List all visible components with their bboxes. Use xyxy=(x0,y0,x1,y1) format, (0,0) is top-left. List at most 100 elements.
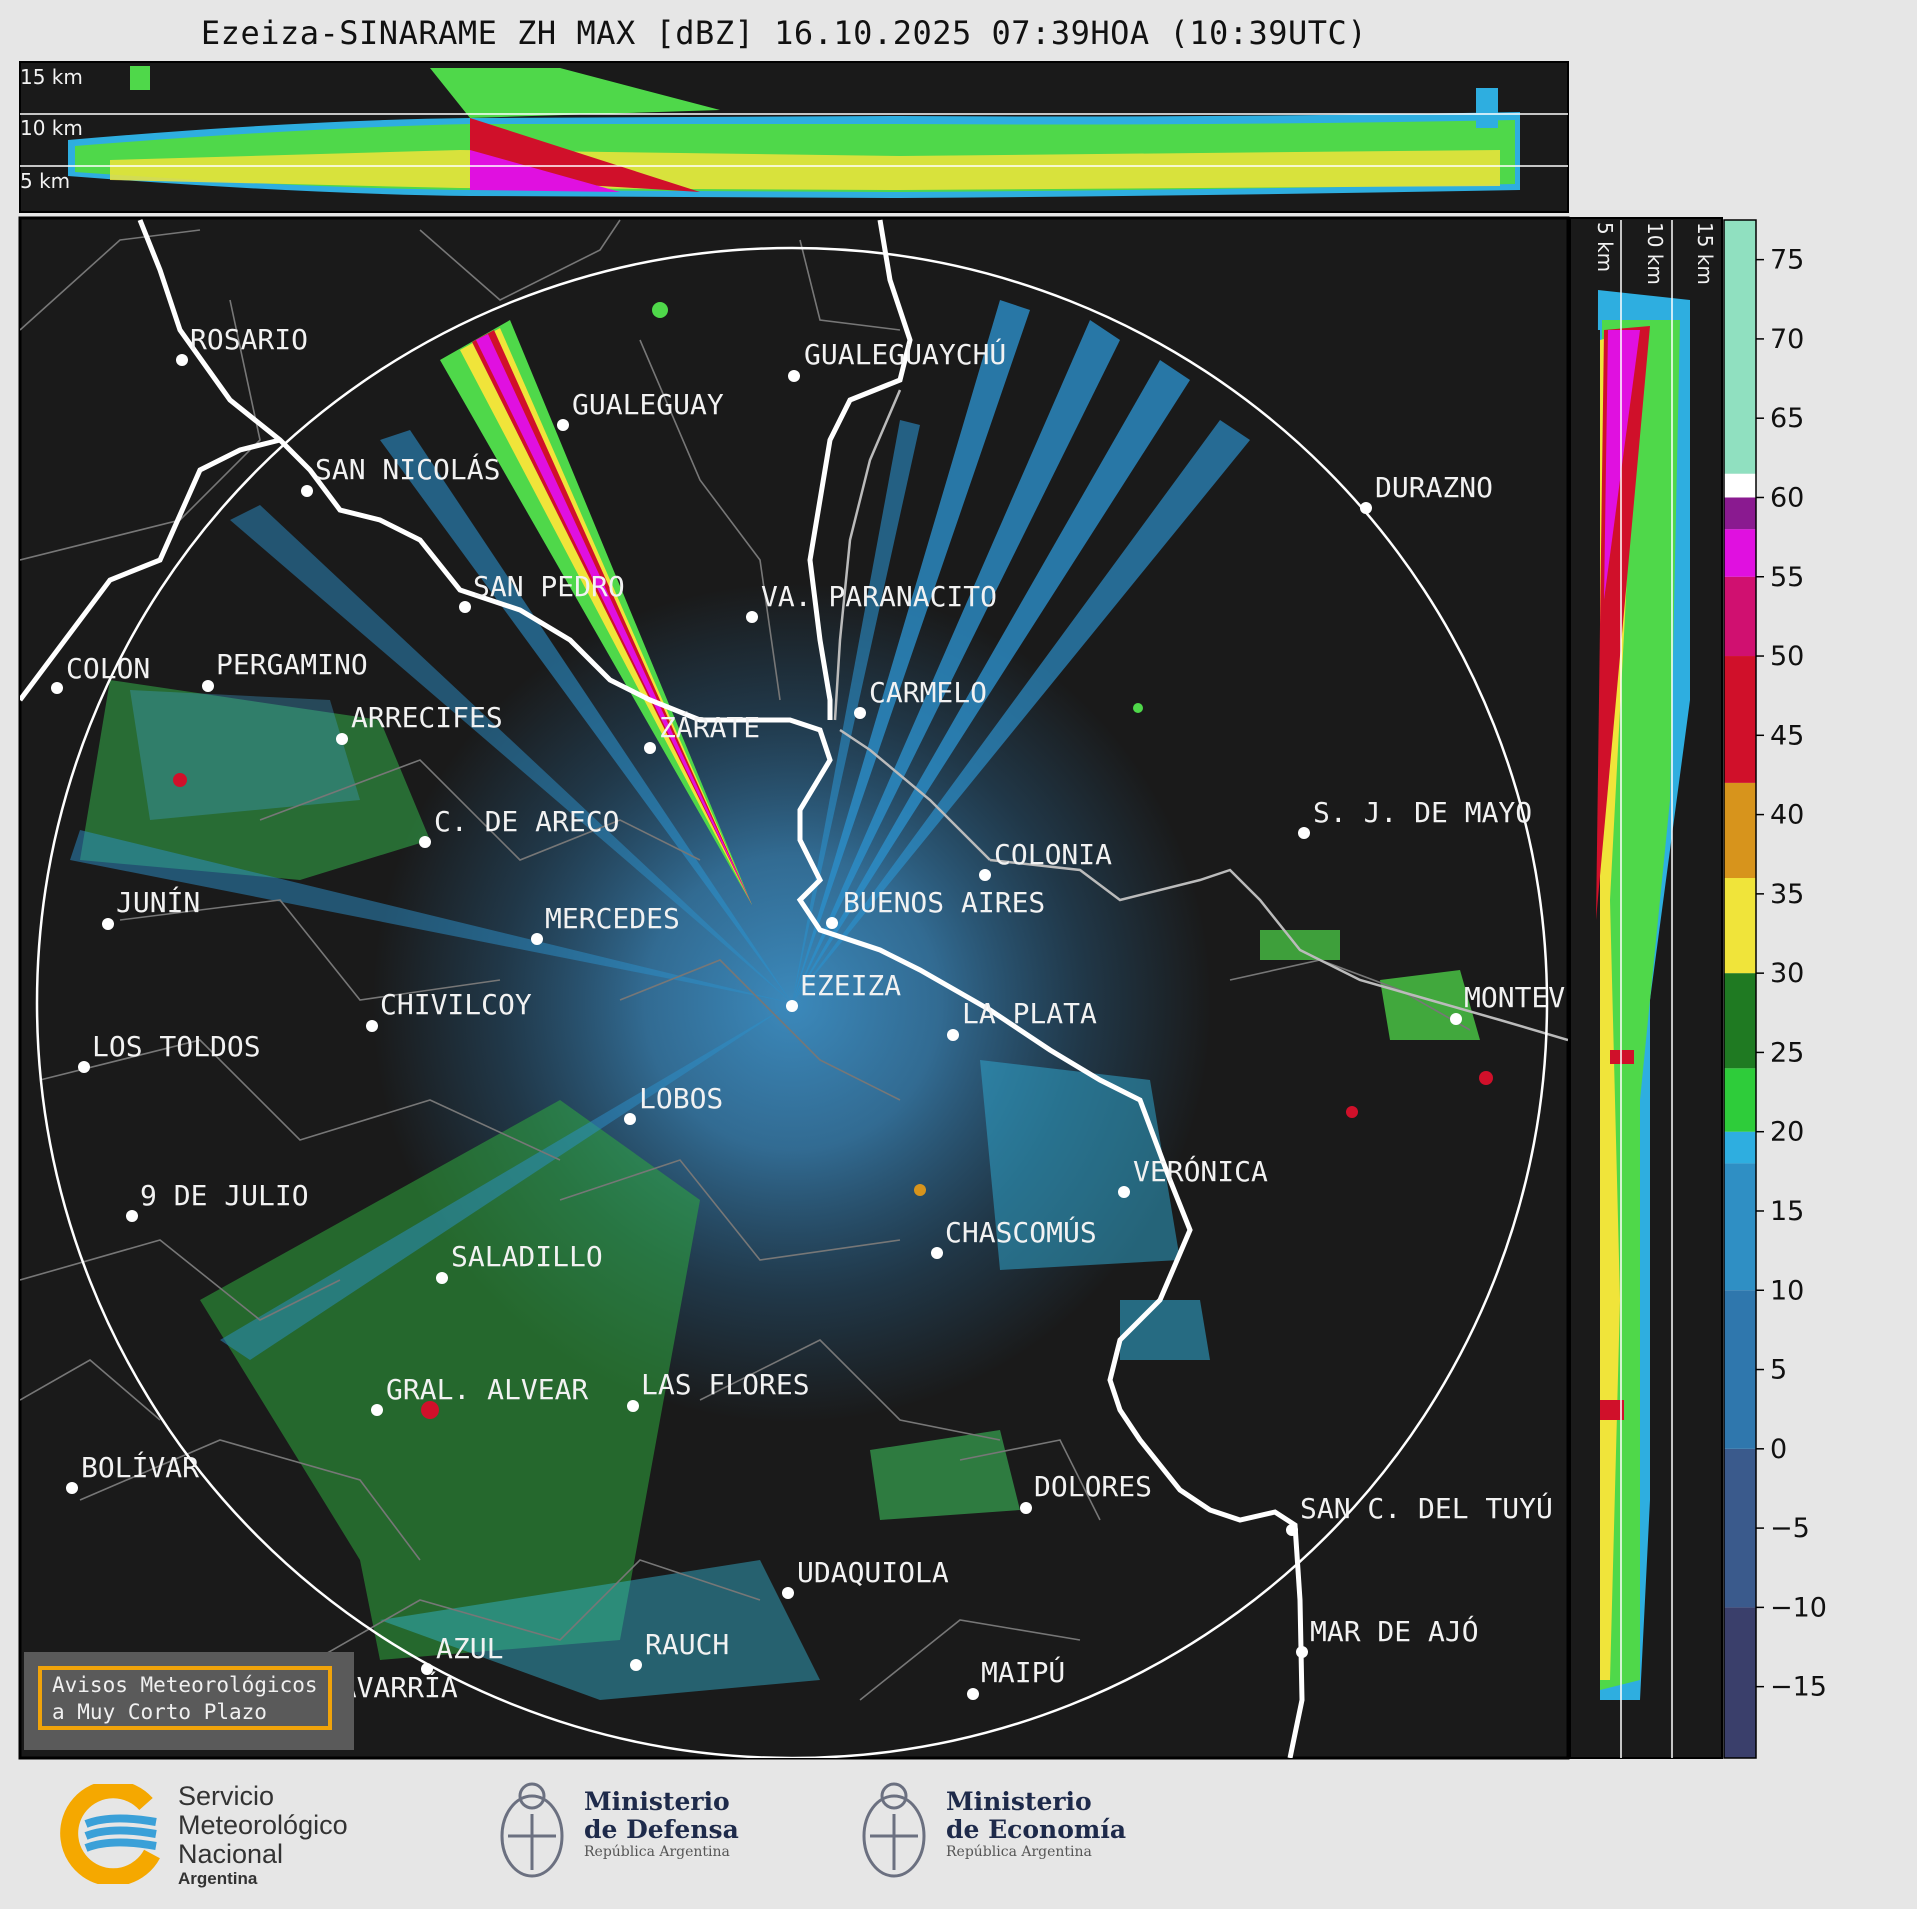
smn-line2: Meteorológico xyxy=(178,1810,348,1840)
smn-line1: Servicio xyxy=(178,1781,275,1811)
colorbar-band xyxy=(1724,1163,1756,1291)
city-label: BUENOS AIRES xyxy=(843,886,1045,919)
colorbar-tick-label: 40 xyxy=(1770,800,1804,831)
city-label: CARMELO xyxy=(869,676,987,709)
city-label: LOS TOLDOS xyxy=(92,1030,261,1063)
map-title: Ezeiza-SINARAME ZH MAX [dBZ] 16.10.2025 … xyxy=(200,14,1368,52)
city-label: DOLORES xyxy=(1034,1470,1152,1503)
colorbar-band xyxy=(1724,1131,1756,1164)
city-label: RAUCH xyxy=(645,1628,729,1661)
colorbar-band xyxy=(1724,1607,1756,1758)
notice-frame: Avisos Meteorológicos a Muy Corto Plazo xyxy=(38,1666,332,1730)
colorbar-tick-label: 70 xyxy=(1770,324,1804,355)
defensa-line3: República Argentina xyxy=(584,1844,730,1860)
top-label-10km: 10 km xyxy=(20,116,83,140)
colorbar-tick-label: 15 xyxy=(1770,1196,1804,1227)
colorbar-band xyxy=(1724,782,1756,879)
defensa-line1: Ministerio xyxy=(584,1787,730,1816)
colorbar-band xyxy=(1724,576,1756,657)
defensa-line2: de Defensa xyxy=(584,1815,739,1844)
colorbar-band xyxy=(1724,1068,1756,1132)
colorbar-tick-label: 45 xyxy=(1770,720,1804,751)
colorbar-tick-label: 55 xyxy=(1770,562,1804,593)
city-label: COLONIA xyxy=(994,838,1112,871)
city-label: SAN C. DEL TUYÚ xyxy=(1300,1491,1553,1525)
colorbar-tick-label: 20 xyxy=(1770,1117,1804,1148)
city-label: CHASCOMÚS xyxy=(945,1215,1097,1249)
city-label: SALADILLO xyxy=(451,1240,603,1273)
colorbar-band xyxy=(1724,497,1756,530)
colorbar-tick-label: −5 xyxy=(1770,1513,1810,1544)
city-label: MAIPÚ xyxy=(981,1655,1065,1689)
city-label: MERCEDES xyxy=(545,902,680,935)
colorbar-frame xyxy=(1723,219,1757,1759)
colorbar-tick-label: −10 xyxy=(1770,1592,1827,1623)
city-label: AZUL xyxy=(436,1632,503,1665)
smn-line4: Argentina xyxy=(178,1869,258,1888)
side-label-15km: 15 km xyxy=(1693,222,1717,285)
top-label-15km: 15 km xyxy=(20,65,83,89)
side-label-5km: 5 km xyxy=(1593,222,1617,272)
economia-line3: República Argentina xyxy=(946,1844,1092,1860)
city-label: LA PLATA xyxy=(962,997,1097,1030)
range-ring xyxy=(35,246,1549,1758)
notice-box[interactable]: Avisos Meteorológicos a Muy Corto Plazo xyxy=(24,1652,354,1750)
rivers xyxy=(833,389,1568,1042)
city-label: GUALEGUAYCHÚ xyxy=(804,337,1006,371)
economia-line1: Ministerio xyxy=(946,1787,1092,1816)
smn-wordmark: Servicio Meteorológico Nacional Argentin… xyxy=(178,1782,348,1889)
colorbar-band xyxy=(1724,473,1756,498)
city-label: EZEIZA xyxy=(800,969,901,1002)
colorbar-band xyxy=(1724,973,1756,1069)
top-profile-echoes xyxy=(68,66,1520,198)
colorbar-tick-label: 0 xyxy=(1770,1434,1787,1465)
coat-of-arms-icon xyxy=(500,1782,564,1878)
city-label: JUNÍN xyxy=(116,885,200,919)
city-label: ARRECIFES xyxy=(351,701,503,734)
colorbar-tick-label: 65 xyxy=(1770,403,1804,434)
colorbar-tick-label: 10 xyxy=(1770,1275,1804,1306)
city-label: CHIVILCOY xyxy=(380,988,532,1021)
notice-line1: Avisos Meteorológicos xyxy=(52,1673,318,1697)
colorbar-band xyxy=(1724,656,1756,783)
colorbar-tick-label: −15 xyxy=(1770,1672,1827,1703)
city-label: MONTEV xyxy=(1464,981,1565,1014)
colorbar-band xyxy=(1724,1290,1756,1449)
city-label: LOBOS xyxy=(639,1082,723,1115)
colorbar-band xyxy=(1724,878,1756,974)
city-label: MAR DE AJÓ xyxy=(1310,1614,1479,1648)
colorbar-tick-label: 35 xyxy=(1770,879,1804,910)
smn-logo-icon xyxy=(60,1784,160,1884)
city-label: GRAL. ALVEAR xyxy=(386,1373,588,1406)
city-label: PERGAMINO xyxy=(216,648,368,681)
colorbar-band xyxy=(1724,1448,1756,1608)
city-label: SAN NICOLÁS xyxy=(315,452,500,486)
colorbar-tick-label: 25 xyxy=(1770,1037,1804,1068)
defensa-wordmark: Ministerio de Defensa República Argentin… xyxy=(584,1787,739,1861)
smn-line3: Nacional xyxy=(178,1839,284,1869)
admin-boundaries xyxy=(20,219,1471,1701)
economia-wordmark: Ministerio de Economía República Argenti… xyxy=(946,1787,1126,1861)
colorbar-tick-label: 5 xyxy=(1770,1355,1787,1386)
colorbar-tick-label: 75 xyxy=(1770,245,1804,276)
city-label: ZÁRATE xyxy=(659,710,760,744)
city-label: LAS FLORES xyxy=(641,1368,810,1401)
city-label: DURAZNO xyxy=(1375,471,1493,504)
city-label: VA. PARANACITO xyxy=(761,580,997,613)
city-label: C. DE ARECO xyxy=(434,805,619,838)
side-profile-echoes xyxy=(1590,290,1690,1700)
colorbar xyxy=(1723,219,1757,1759)
notice-line2: a Muy Corto Plazo xyxy=(52,1700,267,1724)
colorbar-band xyxy=(1724,529,1756,577)
city-labels: ROSARIO GUALEGUAYCHÚ GUALEGUAY SAN NICOL… xyxy=(66,323,1565,1704)
city-label: ROSARIO xyxy=(190,323,308,356)
city-label: COLON xyxy=(66,652,150,685)
top-label-5km: 5 km xyxy=(20,169,70,193)
colorbar-tick-label: 60 xyxy=(1770,482,1804,513)
city-label: UDAQUIOLA xyxy=(797,1556,949,1589)
city-label: GUALEGUAY xyxy=(572,388,724,421)
colorbar-tick-label: 30 xyxy=(1770,958,1804,989)
city-label: SAN PEDRO xyxy=(473,570,625,603)
